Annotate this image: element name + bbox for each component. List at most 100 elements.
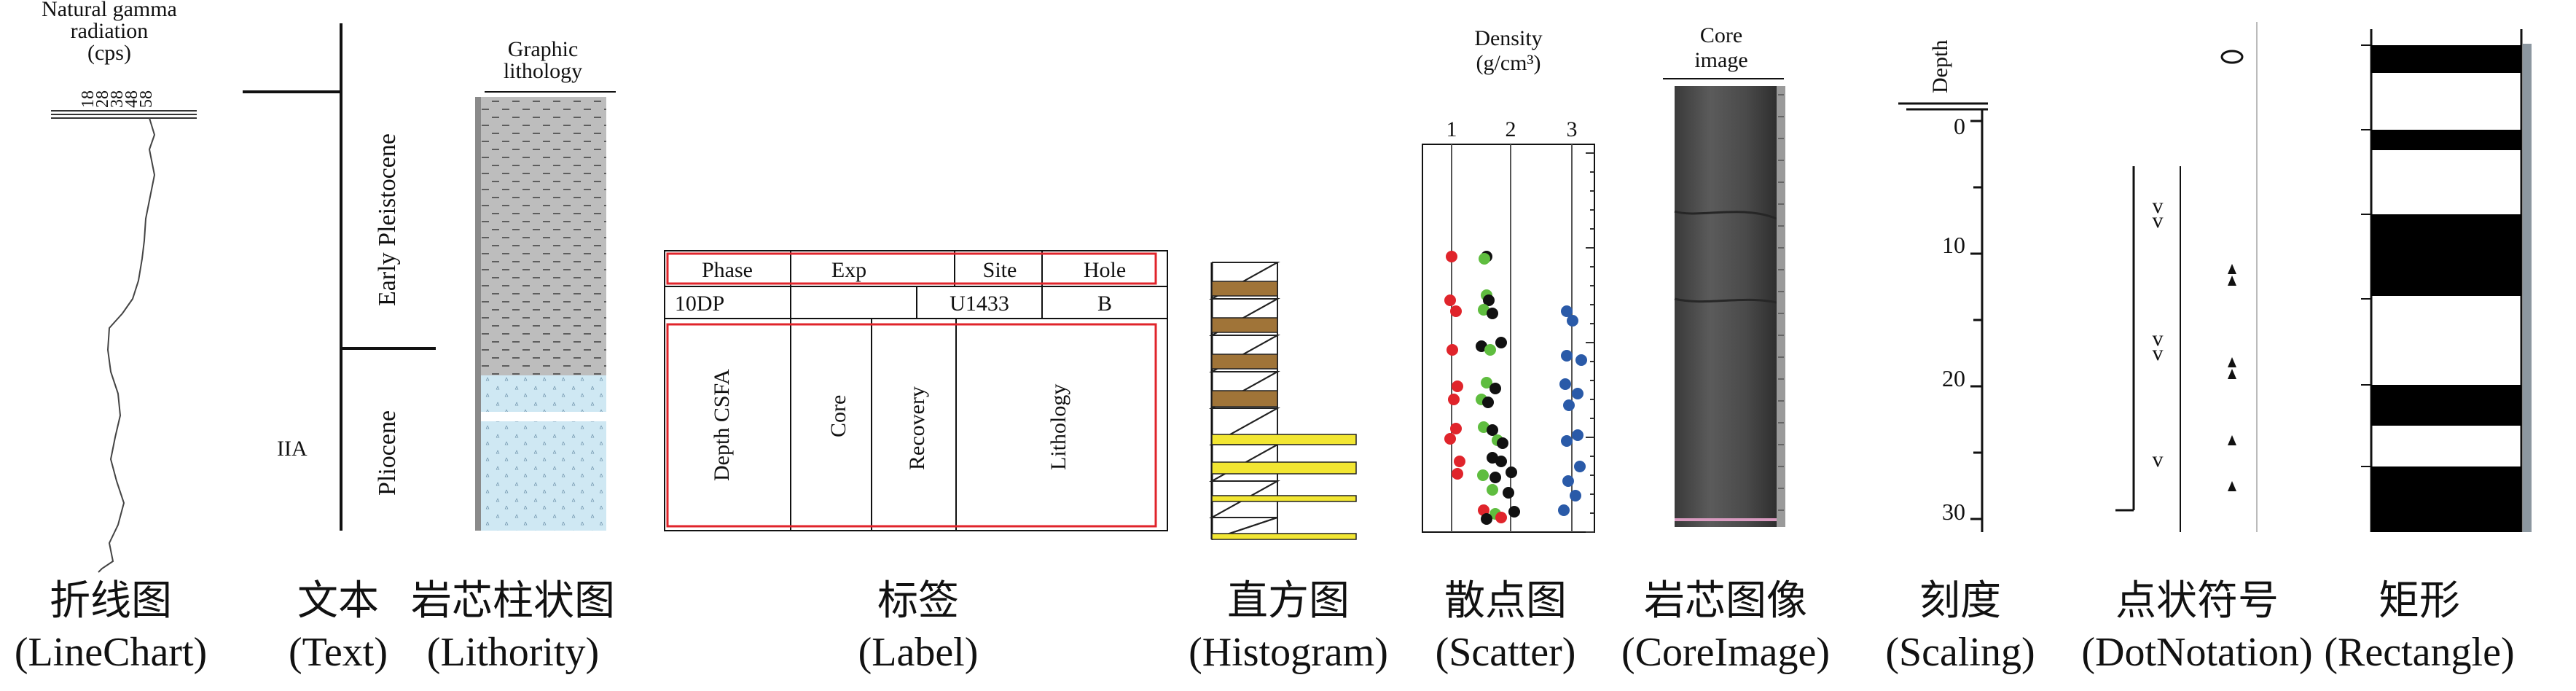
scatter-point (1481, 513, 1492, 525)
label-body-highlight (666, 323, 1157, 528)
linechart-tick-label: 58 (137, 90, 156, 108)
scatter-point (1479, 253, 1490, 265)
scatter-point (1446, 251, 1457, 262)
coreimage-photo (1675, 86, 1777, 527)
caption-rectangle: 矩形 (Rectangle) (2266, 576, 2572, 678)
rectangle-block (2371, 214, 2521, 296)
scatter-point (1561, 435, 1573, 447)
label-column-recovery: Recovery (905, 386, 929, 470)
dotnotation-triangle-marker (2228, 264, 2236, 286)
lithology-nanno-unit (481, 375, 606, 412)
linechart-panel: Natural gamma radiation (cps) 18 28 38 4… (42, 0, 197, 573)
histogram-bar-brown (1211, 354, 1278, 370)
caption-zh: 矩形 (2379, 577, 2460, 625)
scatter-point (1489, 472, 1501, 483)
label-outer-frame (664, 250, 1168, 531)
scatter-point (1506, 466, 1517, 478)
caption-zh: 点状符号 (2115, 577, 2279, 625)
scatter-point (1567, 315, 1578, 327)
dotnotation-panel: v v v v v (2115, 22, 2258, 532)
histogram-bar-yellow (1211, 533, 1357, 540)
dotnotation-chevron: v (2153, 194, 2164, 218)
lithology-clay-unit (481, 97, 606, 375)
scatter-point (1487, 424, 1498, 436)
scatter-point (1448, 394, 1460, 405)
caption-en: (Text) (288, 630, 388, 675)
scatter-point (1484, 344, 1496, 356)
linechart-title-line-3: (cps) (87, 41, 131, 65)
scaling-tick-label: 10 (1942, 232, 1965, 258)
coreimage-fracture (1674, 210, 1777, 220)
scatter-point (1495, 456, 1507, 467)
caption-scatter: 散点图 (Scatter) (1352, 576, 1659, 678)
coreimage-panel: Core image (1663, 23, 1785, 527)
lithology-title-line-2: lithology (504, 59, 582, 83)
coreimage-fracture (1674, 297, 1777, 304)
rectangle-edge-strip (2523, 44, 2532, 532)
caption-en: (Scaling) (1885, 630, 2035, 675)
scatter-point (1503, 487, 1514, 499)
scatter-point (1559, 378, 1571, 390)
scatter-point (1561, 305, 1573, 317)
caption-scaling: 刻度 (Scaling) (1807, 576, 2113, 678)
linechart-tick-label: 38 (108, 90, 127, 108)
rectangle-block (2371, 45, 2521, 73)
caption-en: (CoreImage) (1621, 630, 1831, 675)
histogram-bar-brown (1211, 317, 1278, 333)
scatter-point (1444, 294, 1456, 306)
label-column-depth: Depth CSFA (710, 369, 734, 481)
caption-zh: 折线图 (50, 577, 172, 625)
rectangle-block (2371, 385, 2521, 426)
scatter-point (1561, 350, 1573, 362)
scatter-points (1444, 251, 1587, 525)
caption-en: (Lithority) (426, 630, 600, 675)
text-panel: Early Pleistocene Pliocene IIA (243, 23, 436, 531)
histogram-bar-brown (1211, 390, 1278, 407)
scatter-point (1452, 468, 1463, 480)
scatter-point (1558, 504, 1570, 516)
scaling-tick-label: 20 (1942, 365, 1965, 391)
scatter-point (1477, 469, 1489, 481)
lithology-title-line-1: Graphic (508, 37, 579, 61)
scatter-point (1454, 456, 1465, 467)
scatter-point (1487, 484, 1498, 496)
linechart-title-line-2: radiation (71, 19, 149, 43)
caption-linechart: 折线图 (LineChart) (0, 576, 264, 678)
scatter-point (1446, 344, 1458, 356)
caption-text: 文本 (Text) (185, 576, 491, 678)
dotnotation-diamond-symbol (2220, 50, 2244, 64)
dotnotation-chevron: v (2153, 327, 2164, 351)
caption-en: (Label) (858, 630, 979, 675)
caption-lithology: 岩芯柱状图 (Lithority) (360, 576, 666, 678)
caption-en: (Scatter) (1435, 630, 1576, 675)
linechart-tick-label: 48 (122, 90, 141, 108)
caption-histogram: 直方图 (Histogram) (1135, 576, 1441, 678)
lithology-panel: Graphic lithology (475, 37, 616, 531)
lithology-edge (475, 97, 481, 531)
caption-en: (Rectangle) (2324, 630, 2515, 675)
scatter-point (1444, 433, 1456, 445)
label-column-core: Core (826, 395, 850, 437)
caption-en: (Histogram) (1189, 630, 1388, 675)
label-panel: Phase Exp Site Hole 10DP U1433 B Depth C… (664, 250, 1168, 531)
linechart-tick-label: 18 (79, 90, 98, 108)
scatter-point (1487, 452, 1498, 464)
dotnotation-triangle-marker (2228, 357, 2236, 379)
label-value-site: U1433 (950, 292, 1009, 316)
coreimage-scale-ticks (1778, 94, 1784, 511)
caption-en: (DotNotation) (2081, 630, 2313, 675)
scaling-tick-label: 30 (1942, 499, 1965, 525)
scatter-point (1478, 304, 1489, 316)
rectangle-block (2371, 466, 2521, 532)
dotnotation-chevron: v (2153, 448, 2164, 472)
scatter-point (1495, 337, 1507, 348)
scatter-point (1570, 490, 1581, 501)
scatter-point (1481, 377, 1492, 389)
scatter-depth-ticks (1586, 152, 1594, 533)
text-pliocene: Pliocene (374, 410, 401, 496)
scatter-title-line-2: (g/cm³) (1476, 51, 1541, 75)
histogram-bar-brown (1211, 281, 1278, 297)
coreimage-scale-bar (1777, 86, 1785, 527)
